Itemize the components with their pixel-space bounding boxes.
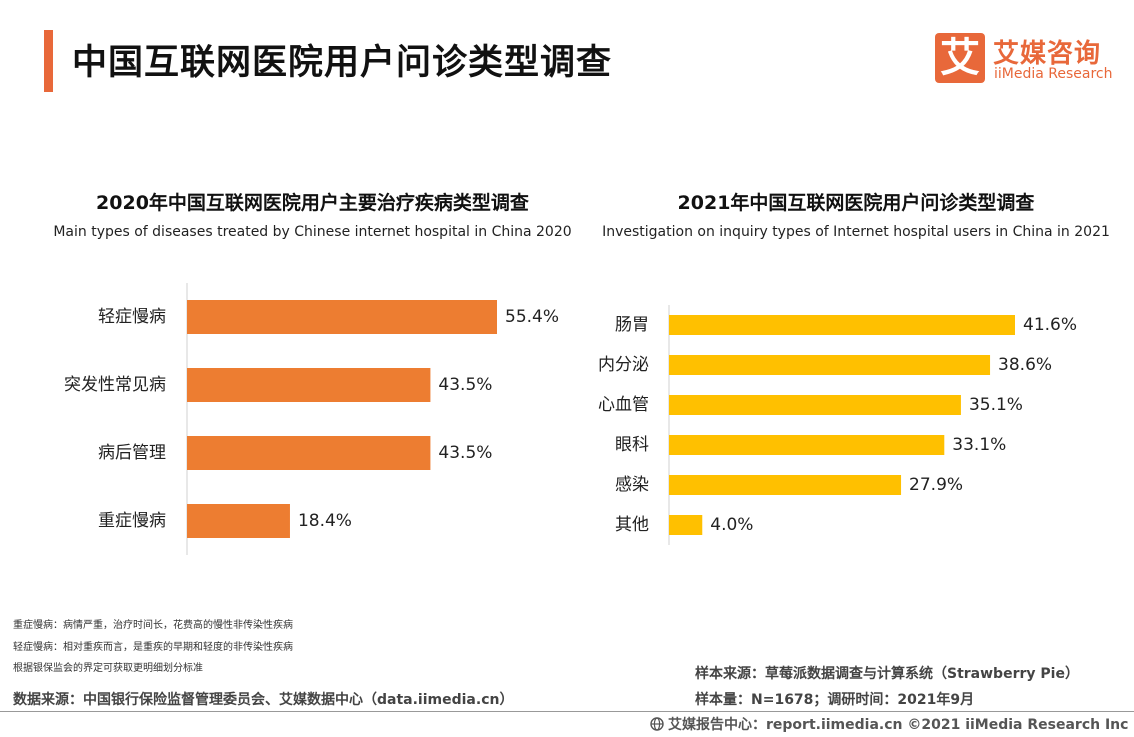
chart-2020-subtitle: Main types of diseases treated by Chines… bbox=[53, 224, 572, 240]
note-severe-chronic: 重症慢病：病情严重，治疗时间长，花费高的慢性非传染性疾病 bbox=[13, 620, 293, 631]
value-label-0-2: 43.5% bbox=[438, 443, 492, 463]
category-label-1-5: 其他 bbox=[615, 515, 649, 535]
title-accent-bar bbox=[44, 30, 53, 92]
value-label-1-3: 33.1% bbox=[952, 435, 1006, 455]
bar-1-3 bbox=[669, 435, 945, 455]
bar-1-4 bbox=[669, 475, 902, 495]
note-standard: 根据银保监会的界定可获取更明细划分标准 bbox=[13, 663, 203, 674]
bar-1-2 bbox=[669, 395, 961, 415]
value-label-1-1: 38.6% bbox=[998, 355, 1052, 375]
page-title: 中国互联网医院用户问诊类型调查 bbox=[72, 43, 613, 83]
footer-text: 艾媒报告中心：report.iimedia.cn ©2021 iiMedia R… bbox=[668, 717, 1129, 733]
category-label-1-1: 内分泌 bbox=[598, 355, 649, 375]
sample-size: 样本量：N=1678；调研时间：2021年9月 bbox=[695, 692, 975, 708]
category-label-0-1: 突发性常见病 bbox=[64, 375, 166, 395]
category-label-0-0: 轻症慢病 bbox=[98, 306, 166, 327]
value-label-1-5: 4.0% bbox=[710, 515, 753, 535]
footer-divider bbox=[0, 711, 1134, 712]
note-mild-chronic: 轻症慢病：相对重疾而言，是重疾的早期和轻度的非传染性疾病 bbox=[13, 642, 293, 653]
category-label-0-2: 病后管理 bbox=[98, 443, 166, 463]
sample-source: 样本来源：草莓派数据调查与计算系统（Strawberry Pie） bbox=[695, 666, 1079, 682]
chart-2021-subtitle: Investigation on inquiry types of Intern… bbox=[602, 224, 1110, 240]
bar-1-1 bbox=[669, 355, 991, 375]
bar-0-2 bbox=[187, 436, 431, 470]
category-label-1-2: 心血管 bbox=[598, 395, 649, 415]
logo-cn-text: 艾媒咨询 bbox=[993, 39, 1102, 69]
logo-mark: 艾 bbox=[935, 33, 985, 83]
value-label-1-4: 27.9% bbox=[909, 475, 963, 495]
bar-1-0 bbox=[669, 315, 1015, 335]
footer: 艾媒报告中心：report.iimedia.cn ©2021 iiMedia R… bbox=[650, 714, 1128, 734]
iimedia-logo: 艾 艾媒咨询 iiMedia Research bbox=[935, 33, 1125, 85]
category-label-0-3: 重症慢病 bbox=[98, 510, 166, 531]
category-label-1-0: 肠胃 bbox=[615, 315, 649, 335]
value-label-0-1: 43.5% bbox=[438, 375, 492, 395]
value-label-0-0: 55.4% bbox=[505, 307, 559, 327]
chart-2020-diseases: 轻症慢病 55.4% 突发性常见病 43.5% 病后管理 43.5% 重症慢病 18.4% bbox=[64, 283, 559, 555]
bar-0-0 bbox=[187, 300, 497, 334]
value-label-0-3: 18.4% bbox=[298, 511, 352, 531]
value-label-1-2: 35.1% bbox=[969, 395, 1023, 415]
chart-2020-title: 2020年中国互联网医院用户主要治疗疾病类型调查 bbox=[96, 192, 529, 214]
globe-icon bbox=[650, 717, 664, 731]
data-source: 数据来源：中国银行保险监督管理委员会、艾媒数据中心（data.iimedia.c… bbox=[13, 692, 514, 708]
value-label-1-0: 41.6% bbox=[1023, 315, 1077, 335]
bar-0-1 bbox=[187, 368, 431, 402]
chart-2021-title: 2021年中国互联网医院用户问诊类型调查 bbox=[677, 192, 1035, 214]
bar-0-3 bbox=[187, 504, 290, 538]
category-label-1-4: 感染 bbox=[615, 475, 649, 495]
logo-en-text: iiMedia Research bbox=[994, 66, 1113, 82]
category-label-1-3: 眼科 bbox=[615, 435, 649, 455]
bar-1-5 bbox=[669, 515, 703, 535]
